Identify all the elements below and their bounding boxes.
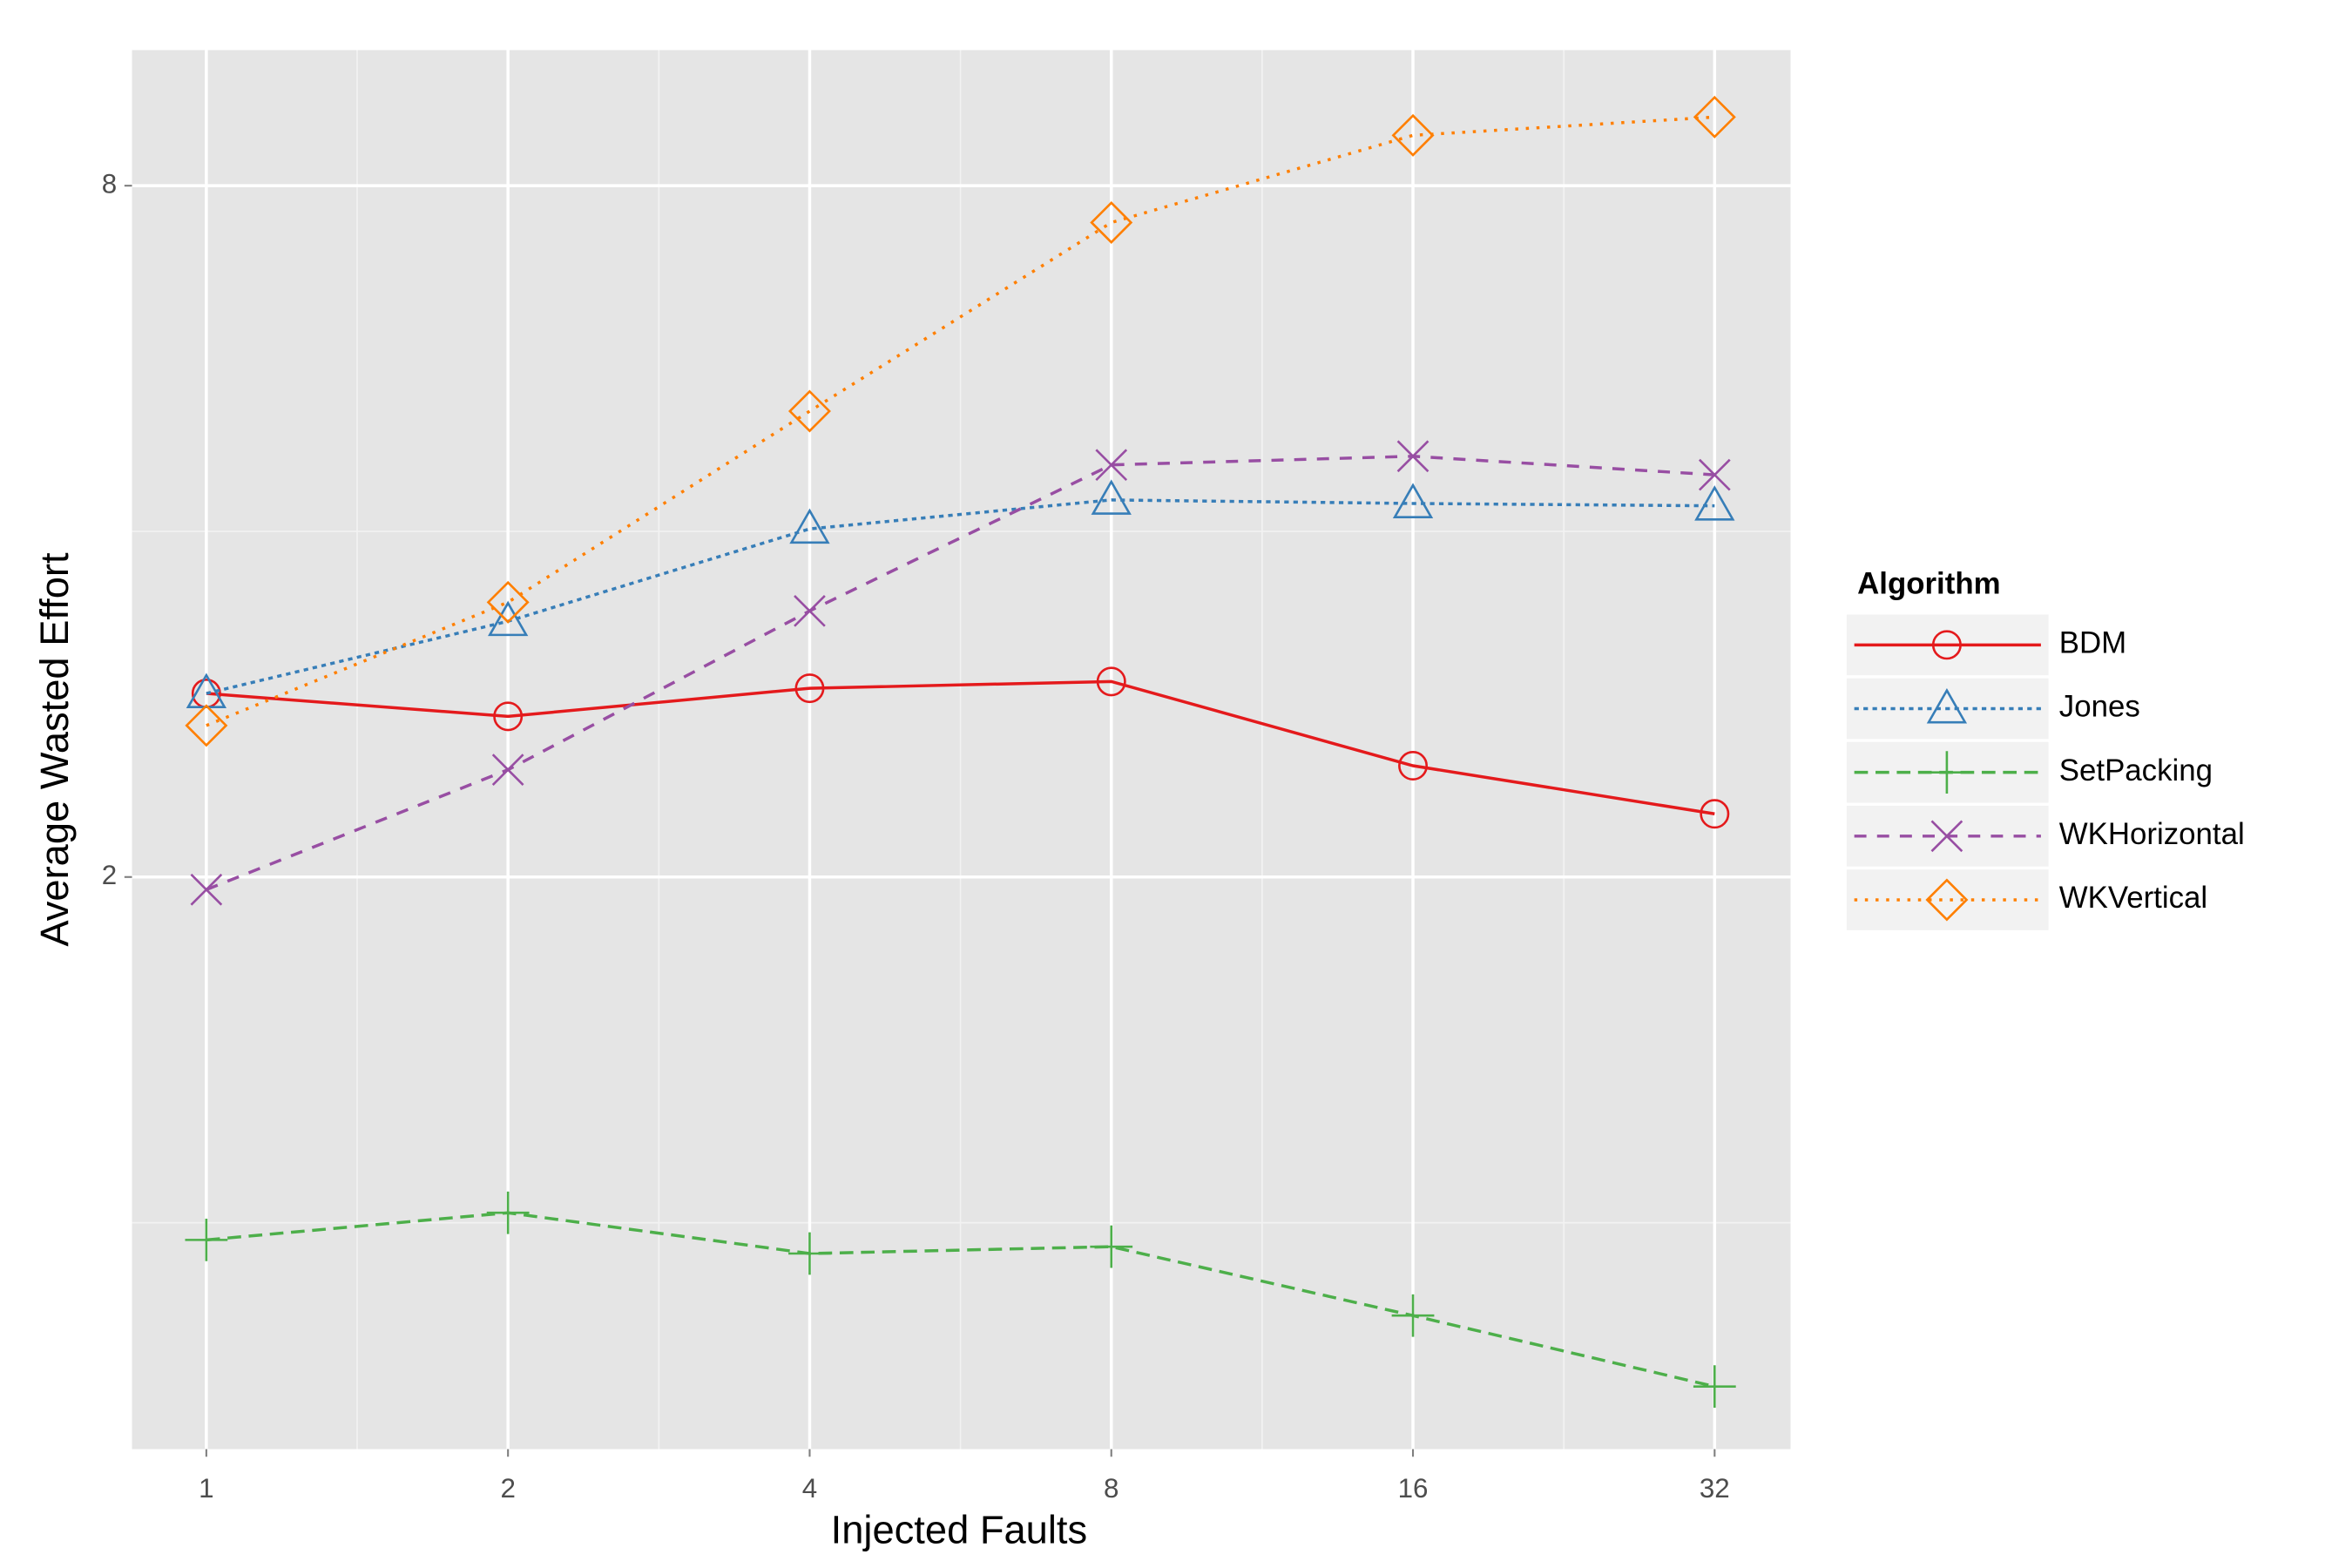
x-axis-label: Injected Faults <box>831 1507 1087 1551</box>
legend-label: WKHorizontal <box>2059 817 2245 851</box>
legend-label: Jones <box>2059 690 2140 724</box>
x-tick-label: 8 <box>1104 1473 1119 1504</box>
legend-title: Algorithm <box>1857 567 2000 601</box>
marker <box>1700 799 1730 829</box>
marker <box>1391 1294 1435 1337</box>
x-tick-label: 32 <box>1700 1473 1730 1504</box>
marker <box>493 701 524 732</box>
marker <box>787 389 831 433</box>
marker <box>1925 878 1969 922</box>
marker <box>1930 820 1963 853</box>
marker <box>1095 449 1128 482</box>
marker <box>1396 440 1429 473</box>
marker <box>1694 485 1735 521</box>
panel <box>132 50 1791 1450</box>
marker <box>1096 666 1126 697</box>
legend-label: WKVertical <box>2059 881 2207 915</box>
marker <box>1090 200 1133 244</box>
marker <box>1392 483 1434 518</box>
marker <box>788 1232 831 1275</box>
series-line <box>206 455 1715 891</box>
x-tick-label: 2 <box>500 1473 515 1504</box>
y-tick-label: 2 <box>102 860 117 890</box>
series-line <box>206 498 1715 695</box>
series-line <box>206 115 1715 727</box>
marker <box>1090 1225 1133 1268</box>
x-tick-label: 4 <box>802 1473 817 1504</box>
marker <box>190 873 223 906</box>
marker <box>794 594 826 627</box>
legend-label: BDM <box>2059 626 2126 660</box>
y-axis-label: Average Wasted Effort <box>32 552 77 947</box>
marker <box>488 600 529 637</box>
marker <box>185 704 228 747</box>
marker <box>1925 751 1969 794</box>
x-tick-label: 16 <box>1398 1473 1429 1504</box>
x-tick-label: 1 <box>199 1473 213 1504</box>
marker <box>491 754 524 786</box>
marker <box>486 1191 530 1234</box>
marker <box>789 508 830 544</box>
marker <box>1091 479 1132 515</box>
marker <box>1693 95 1736 139</box>
marker <box>794 673 825 704</box>
marker <box>185 1218 228 1261</box>
y-tick-label: 8 <box>102 168 117 199</box>
marker <box>1693 1365 1736 1409</box>
marker <box>1398 751 1429 781</box>
marker <box>1698 458 1731 491</box>
marker <box>486 580 530 624</box>
marker <box>1391 113 1435 157</box>
marker <box>1926 687 1968 724</box>
legend-label: SetPacking <box>2059 754 2213 787</box>
series-line <box>206 679 1715 815</box>
marker <box>1931 630 1962 660</box>
